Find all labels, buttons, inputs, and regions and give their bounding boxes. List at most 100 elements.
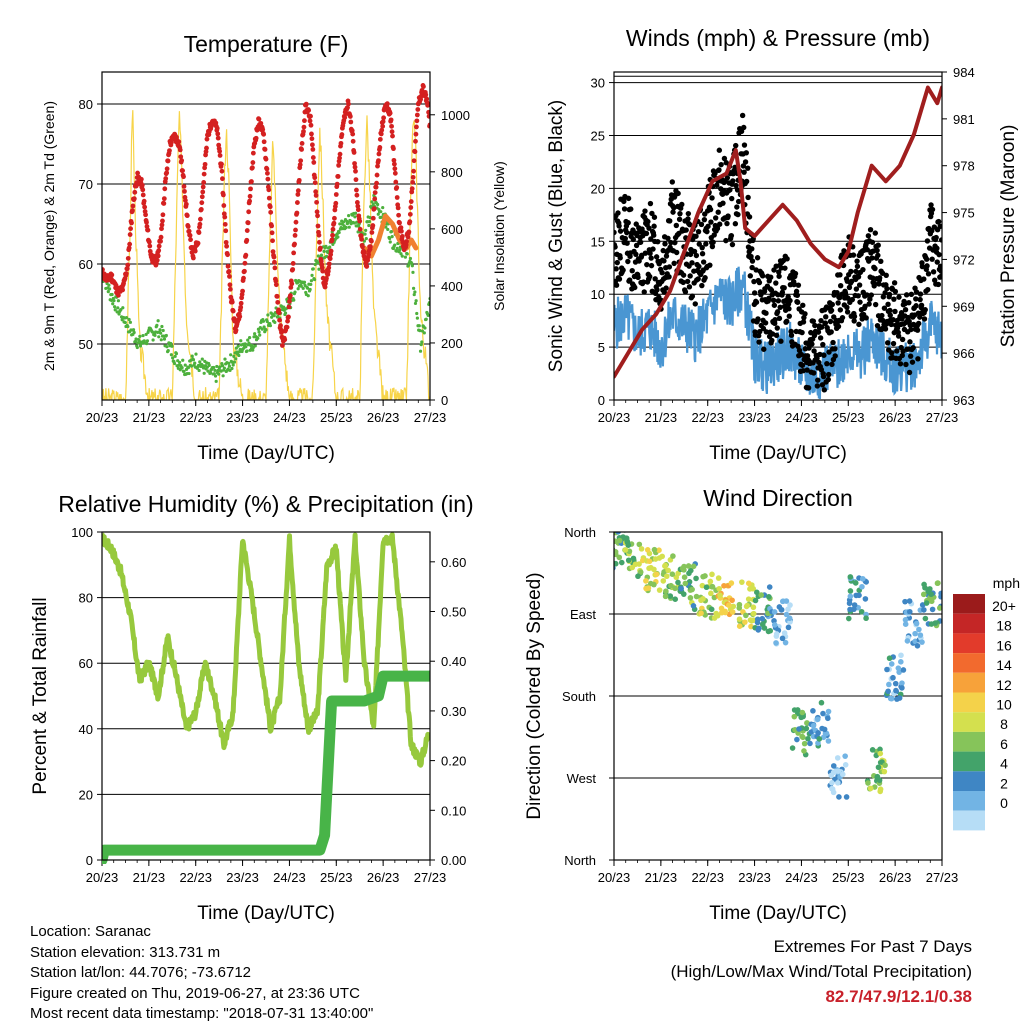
gust-point [884, 285, 890, 292]
chart-title: Winds (mph) & Pressure (mb) [626, 25, 930, 51]
dewpoint-point [412, 292, 416, 297]
temp-2m-point [322, 284, 328, 290]
temp-2m-point [330, 232, 335, 238]
x-tick-label: 20/23 [598, 410, 631, 425]
gust-point [701, 216, 708, 223]
gust-point [662, 241, 668, 247]
temp-2m-point [201, 180, 207, 185]
dewpoint-point [301, 286, 305, 290]
x-tick-label: 22/23 [691, 410, 724, 425]
gust-point [644, 261, 650, 268]
dewpoint-point [388, 240, 392, 244]
temp-2m-point [260, 127, 266, 132]
gust-point [648, 236, 654, 242]
dewpoint-point [379, 210, 383, 214]
temp-2m-point [290, 261, 296, 266]
gust-point [695, 276, 701, 282]
direction-point [923, 600, 930, 606]
dewpoint-point [135, 345, 139, 350]
direction-point [681, 567, 687, 573]
gust-point [794, 299, 801, 305]
gust-point [659, 269, 665, 276]
temp-2m-point [265, 176, 271, 182]
dewpoint-point [227, 361, 231, 365]
direction-point [785, 624, 792, 631]
temp-2m-point [405, 234, 411, 240]
dewpoint-point [227, 364, 232, 368]
dewpoint-point [206, 369, 210, 373]
temp-2m-point [129, 220, 134, 226]
dewpoint-point [208, 371, 213, 375]
direction-point [667, 593, 674, 599]
dewpoint-point [322, 249, 326, 253]
gust-point [709, 195, 715, 201]
temp-2m-point [187, 233, 193, 238]
gust-point [625, 220, 631, 226]
gust-point [855, 274, 862, 280]
gust-point [651, 214, 658, 220]
temp-2m-point [168, 140, 174, 145]
temp-2m-point [145, 227, 151, 233]
gust-point [775, 298, 782, 304]
direction-point [865, 780, 871, 786]
temp-2m-point [223, 228, 229, 234]
dewpoint-point [113, 308, 117, 312]
gust-point [652, 276, 658, 282]
dewpoint-point [144, 332, 148, 337]
direction-point [630, 555, 637, 562]
temp-2m-point [398, 225, 404, 231]
temp-2m-point [220, 192, 226, 198]
gust-point [684, 278, 691, 285]
gust-point [629, 268, 635, 274]
dewpoint-point [256, 336, 260, 340]
gust-point [735, 198, 742, 205]
temp-2m-point [138, 176, 144, 182]
direction-point [722, 609, 729, 616]
dewpoint-point [353, 215, 357, 219]
direction-point [624, 539, 631, 546]
gust-point [661, 289, 667, 295]
temp-2m-point [373, 184, 379, 190]
gust-point [708, 219, 714, 225]
gust-point [650, 246, 656, 252]
temp-2m-point [220, 176, 225, 182]
direction-point [859, 583, 865, 590]
gust-point [900, 348, 906, 354]
gust-point [798, 351, 805, 358]
temp-2m-point [317, 239, 322, 245]
gust-point [806, 345, 812, 351]
station-info: Location: Saranac Station elevation: 313… [30, 922, 373, 1025]
temp-2m-point [308, 122, 314, 128]
temp-2m-point [242, 268, 247, 274]
gust-point [743, 178, 750, 185]
temp-2m-point [199, 200, 205, 206]
gust-point [795, 343, 801, 350]
dewpoint-point [238, 347, 242, 352]
direction-point [902, 617, 909, 623]
dewpoint-point [117, 312, 121, 316]
gust-point [885, 301, 891, 308]
direction-point [629, 564, 636, 571]
x-tick-label: 23/23 [738, 870, 771, 885]
direction-point [672, 596, 679, 602]
y2-tick-label: 975 [953, 206, 975, 221]
direction-point [744, 602, 750, 609]
temp-2m-point [366, 252, 372, 258]
direction-point [899, 680, 905, 686]
temp-2m-point [126, 245, 132, 251]
temp-2m-point [410, 179, 416, 185]
temp-2m-point [307, 118, 313, 124]
direction-point [887, 695, 894, 702]
gust-point [654, 287, 660, 293]
gust-point [934, 259, 940, 265]
gust-point [925, 286, 931, 293]
y-tick-label: West [567, 771, 597, 786]
temp-2m-point [313, 189, 319, 195]
gust-point [703, 241, 709, 247]
gust-point [819, 382, 826, 388]
temp-2m-point [377, 145, 383, 150]
y-tick-label: 60 [79, 257, 93, 272]
y-tick-label: 20 [79, 787, 93, 802]
gust-point [734, 204, 740, 210]
